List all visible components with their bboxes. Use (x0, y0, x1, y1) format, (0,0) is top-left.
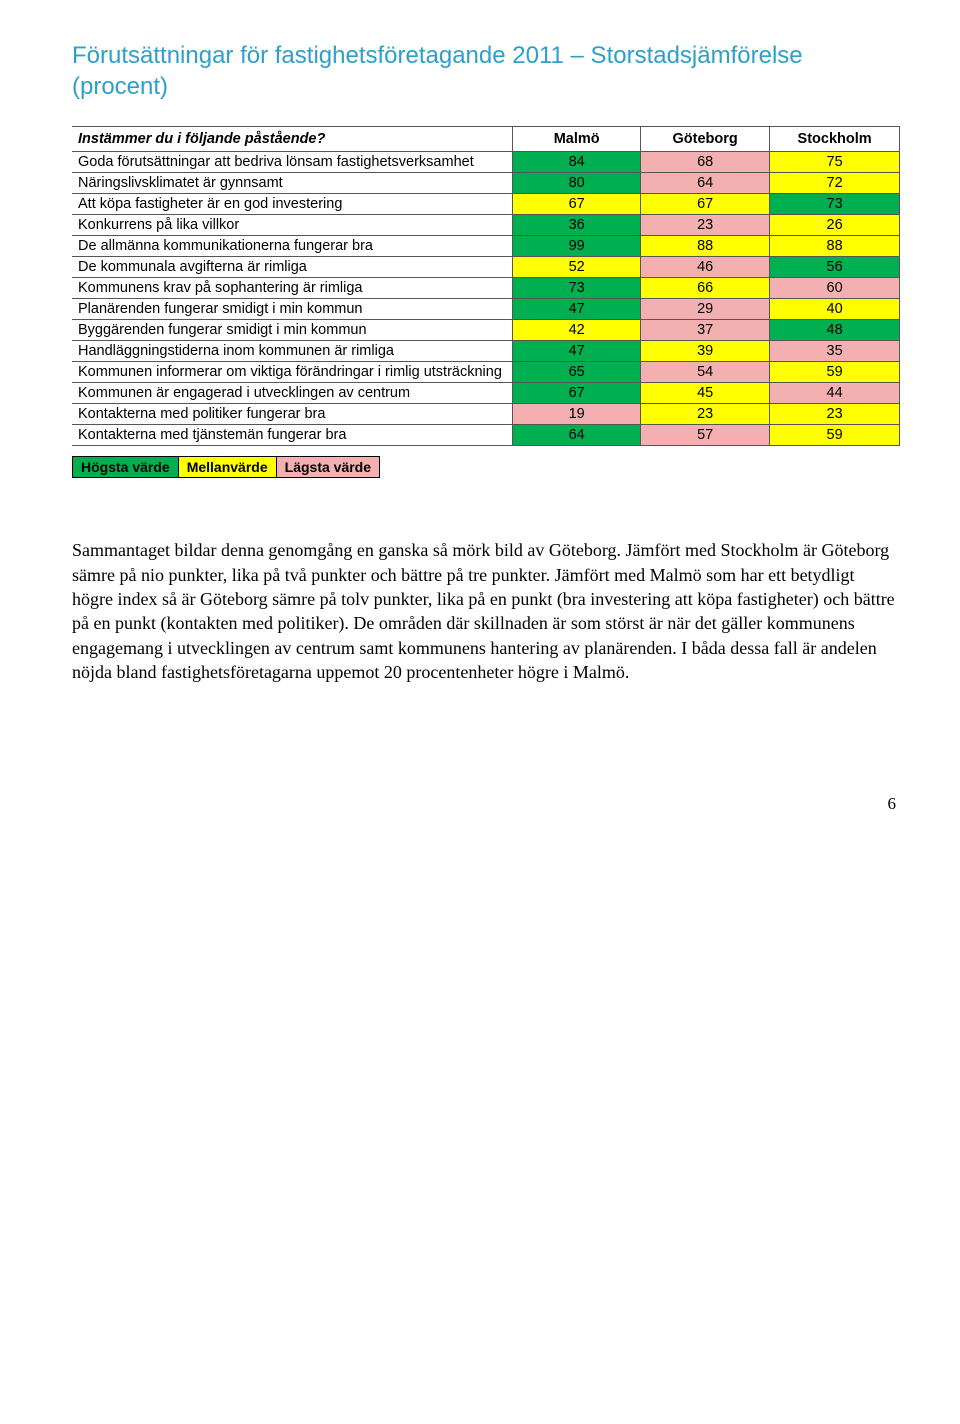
value-cell: 64 (513, 425, 641, 446)
value-cell: 84 (513, 152, 641, 173)
legend-row: Högsta värdeMellanvärdeLägsta värde (73, 457, 380, 478)
value-cell: 37 (641, 320, 770, 341)
value-cell: 23 (770, 404, 900, 425)
value-cell: 42 (513, 320, 641, 341)
page-number: 6 (72, 794, 900, 814)
value-cell: 19 (513, 404, 641, 425)
table-row: De allmänna kommunikationerna fungerar b… (72, 236, 900, 257)
table-row: Planärenden fungerar smidigt i min kommu… (72, 299, 900, 320)
row-label: Konkurrens på lika villkor (72, 215, 513, 236)
row-label: Att köpa fastigheter är en god investeri… (72, 194, 513, 215)
value-cell: 64 (641, 173, 770, 194)
value-cell: 88 (770, 236, 900, 257)
row-label: Planärenden fungerar smidigt i min kommu… (72, 299, 513, 320)
legend-item: Mellanvärde (178, 457, 276, 478)
col-header: Malmö (513, 127, 641, 152)
value-cell: 66 (641, 278, 770, 299)
legend: Högsta värdeMellanvärdeLägsta värde (72, 456, 380, 478)
value-cell: 46 (641, 257, 770, 278)
value-cell: 23 (641, 404, 770, 425)
legend-item: Högsta värde (73, 457, 179, 478)
value-cell: 59 (770, 425, 900, 446)
row-label: Kommunen är engagerad i utvecklingen av … (72, 383, 513, 404)
value-cell: 88 (641, 236, 770, 257)
table-row: Kommunen är engagerad i utvecklingen av … (72, 383, 900, 404)
value-cell: 75 (770, 152, 900, 173)
value-cell: 68 (641, 152, 770, 173)
value-cell: 36 (513, 215, 641, 236)
value-cell: 52 (513, 257, 641, 278)
table-row: Kommunens krav på sophantering är rimlig… (72, 278, 900, 299)
row-label: Kontakterna med politiker fungerar bra (72, 404, 513, 425)
row-label: Byggärenden fungerar smidigt i min kommu… (72, 320, 513, 341)
value-cell: 67 (513, 194, 641, 215)
row-label: Kontakterna med tjänstemän fungerar bra (72, 425, 513, 446)
value-cell: 57 (641, 425, 770, 446)
comparison-table: Instämmer du i följande påstående? Malmö… (72, 126, 900, 446)
table-row: Näringslivsklimatet är gynnsamt806472 (72, 173, 900, 194)
value-cell: 73 (770, 194, 900, 215)
value-cell: 44 (770, 383, 900, 404)
header-label: Instämmer du i följande påstående? (72, 127, 513, 152)
row-label: Kommunens krav på sophantering är rimlig… (72, 278, 513, 299)
col-header: Göteborg (641, 127, 770, 152)
row-label: Goda förutsättningar att bedriva lönsam … (72, 152, 513, 173)
table-row: Kontakterna med politiker fungerar bra19… (72, 404, 900, 425)
value-cell: 56 (770, 257, 900, 278)
table-row: Att köpa fastigheter är en god investeri… (72, 194, 900, 215)
value-cell: 47 (513, 341, 641, 362)
value-cell: 47 (513, 299, 641, 320)
value-cell: 67 (641, 194, 770, 215)
table-row: Byggärenden fungerar smidigt i min kommu… (72, 320, 900, 341)
value-cell: 67 (513, 383, 641, 404)
value-cell: 99 (513, 236, 641, 257)
table-row: Konkurrens på lika villkor362326 (72, 215, 900, 236)
value-cell: 65 (513, 362, 641, 383)
body-paragraph: Sammantaget bildar denna genomgång en ga… (72, 538, 900, 684)
value-cell: 35 (770, 341, 900, 362)
row-label: Handläggningstiderna inom kommunen är ri… (72, 341, 513, 362)
legend-item: Lägsta värde (276, 457, 379, 478)
value-cell: 26 (770, 215, 900, 236)
row-label: De kommunala avgifterna är rimliga (72, 257, 513, 278)
value-cell: 48 (770, 320, 900, 341)
value-cell: 29 (641, 299, 770, 320)
value-cell: 73 (513, 278, 641, 299)
value-cell: 39 (641, 341, 770, 362)
value-cell: 60 (770, 278, 900, 299)
row-label: Kommunen informerar om viktiga förändrin… (72, 362, 513, 383)
table-row: Kontakterna med tjänstemän fungerar bra6… (72, 425, 900, 446)
value-cell: 80 (513, 173, 641, 194)
value-cell: 23 (641, 215, 770, 236)
page-title: Förutsättningar för fastighetsföretagand… (72, 40, 900, 102)
value-cell: 40 (770, 299, 900, 320)
table-header-row: Instämmer du i följande påstående? Malmö… (72, 127, 900, 152)
table-row: Goda förutsättningar att bedriva lönsam … (72, 152, 900, 173)
table-row: De kommunala avgifterna är rimliga524656 (72, 257, 900, 278)
value-cell: 54 (641, 362, 770, 383)
table-row: Kommunen informerar om viktiga förändrin… (72, 362, 900, 383)
value-cell: 59 (770, 362, 900, 383)
table-row: Handläggningstiderna inom kommunen är ri… (72, 341, 900, 362)
value-cell: 45 (641, 383, 770, 404)
row-label: Näringslivsklimatet är gynnsamt (72, 173, 513, 194)
row-label: De allmänna kommunikationerna fungerar b… (72, 236, 513, 257)
col-header: Stockholm (770, 127, 900, 152)
value-cell: 72 (770, 173, 900, 194)
